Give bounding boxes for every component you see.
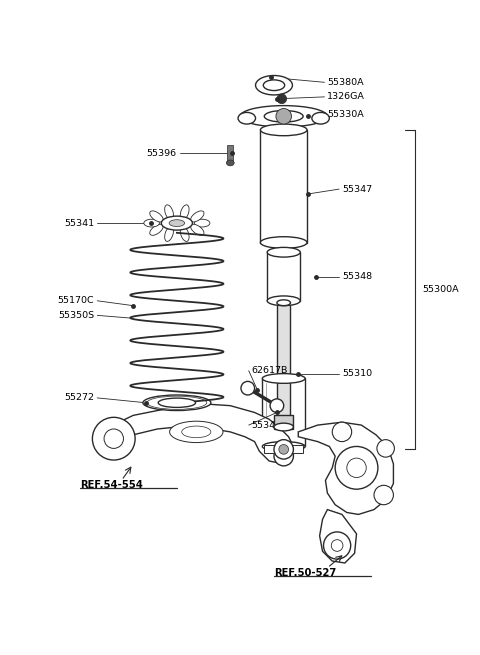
Text: REF.50-527: REF.50-527	[274, 568, 336, 578]
Circle shape	[324, 532, 351, 559]
Ellipse shape	[267, 296, 300, 306]
Ellipse shape	[277, 300, 290, 306]
Ellipse shape	[240, 105, 327, 127]
Text: 55348: 55348	[342, 272, 372, 281]
Circle shape	[377, 440, 395, 457]
Bar	[228, 145, 233, 161]
Ellipse shape	[274, 423, 293, 431]
Ellipse shape	[263, 441, 305, 451]
Ellipse shape	[267, 248, 300, 257]
Ellipse shape	[143, 395, 211, 411]
Text: 55350S: 55350S	[58, 311, 95, 320]
Ellipse shape	[169, 219, 185, 227]
Circle shape	[104, 429, 123, 449]
Text: 55272: 55272	[64, 394, 95, 402]
Ellipse shape	[227, 160, 234, 166]
Bar	[260, 130, 307, 242]
Ellipse shape	[263, 373, 305, 383]
Ellipse shape	[255, 75, 292, 95]
Ellipse shape	[161, 216, 192, 230]
Bar	[264, 445, 303, 453]
Text: 55330A: 55330A	[327, 110, 364, 119]
Polygon shape	[298, 422, 394, 514]
Circle shape	[332, 422, 352, 441]
Text: 55170C: 55170C	[58, 296, 95, 305]
Ellipse shape	[238, 113, 255, 124]
Ellipse shape	[182, 426, 211, 438]
Bar	[267, 252, 300, 301]
Text: 55341: 55341	[64, 219, 95, 227]
Circle shape	[270, 399, 284, 413]
Ellipse shape	[180, 227, 189, 242]
Bar	[274, 415, 293, 429]
Ellipse shape	[194, 219, 210, 227]
Ellipse shape	[312, 113, 329, 124]
Ellipse shape	[158, 398, 195, 407]
Bar	[263, 379, 305, 447]
Circle shape	[241, 381, 254, 395]
Text: REF.54-554: REF.54-554	[80, 480, 143, 491]
Text: 55347A: 55347A	[252, 421, 288, 430]
Ellipse shape	[165, 205, 173, 220]
Ellipse shape	[191, 211, 204, 222]
Circle shape	[277, 94, 287, 103]
Polygon shape	[320, 510, 357, 563]
Circle shape	[331, 540, 343, 552]
Circle shape	[92, 417, 135, 460]
Ellipse shape	[144, 219, 159, 227]
Circle shape	[279, 445, 288, 454]
Circle shape	[374, 485, 394, 505]
Ellipse shape	[260, 236, 307, 248]
Polygon shape	[104, 403, 293, 464]
Text: 1326GA: 1326GA	[327, 92, 365, 102]
Circle shape	[347, 458, 366, 477]
Ellipse shape	[264, 80, 285, 90]
Text: 55380A: 55380A	[327, 78, 364, 87]
Text: 55347: 55347	[342, 185, 372, 194]
Text: 55310: 55310	[342, 369, 372, 378]
Ellipse shape	[264, 111, 303, 122]
Text: 62617B: 62617B	[252, 366, 288, 375]
Circle shape	[274, 447, 293, 466]
Ellipse shape	[150, 224, 163, 235]
Ellipse shape	[165, 227, 173, 242]
Ellipse shape	[191, 224, 204, 235]
Text: 55396: 55396	[147, 149, 177, 158]
Ellipse shape	[180, 205, 189, 220]
Circle shape	[274, 440, 293, 459]
Ellipse shape	[169, 421, 223, 443]
Circle shape	[276, 109, 291, 124]
Ellipse shape	[150, 211, 163, 222]
Text: 55300A: 55300A	[422, 285, 459, 293]
Bar	[277, 303, 290, 427]
Circle shape	[335, 447, 378, 489]
Ellipse shape	[260, 124, 307, 136]
